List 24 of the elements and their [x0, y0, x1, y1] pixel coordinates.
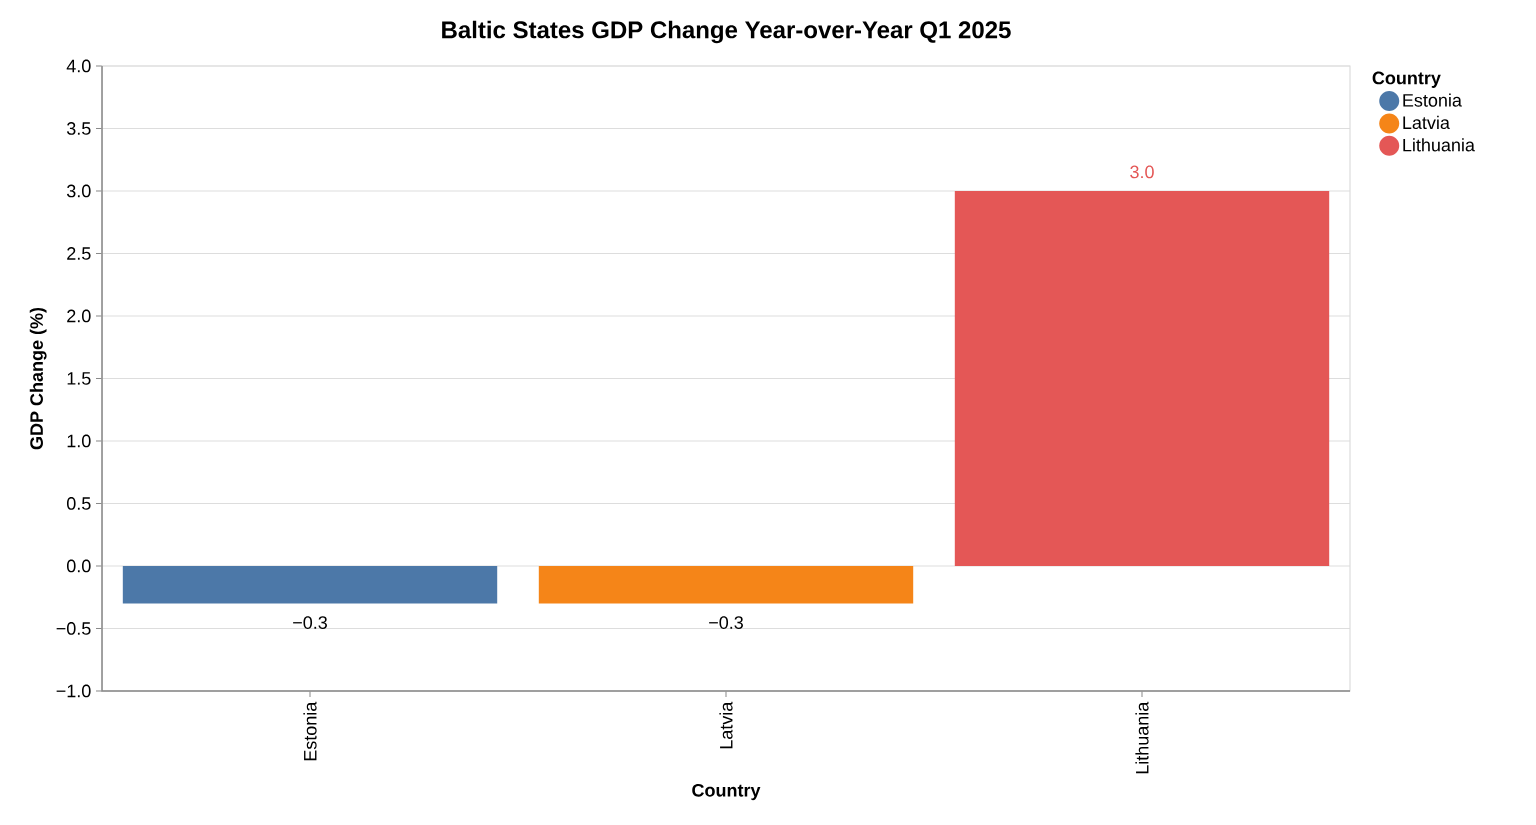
- y-tick-label: 1.5: [67, 372, 91, 385]
- legend-title: Country: [1372, 71, 1441, 88]
- x-tick-label: Estonia: [303, 701, 317, 761]
- data-label: −0.3: [293, 616, 327, 629]
- x-tick-label: Lithuania: [1135, 701, 1149, 774]
- data-label: 3.0: [1130, 165, 1154, 179]
- x-axis-title: Country: [692, 783, 761, 801]
- legend-label: Lithuania: [1403, 138, 1475, 152]
- y-tick-label: 3.0: [66, 184, 91, 198]
- y-tick-label: 4.0: [66, 59, 91, 73]
- chart-title: Baltic States GDP Change Year-over-Year Q1 2025: [442, 20, 1011, 44]
- x-tick-label: Latvia: [719, 701, 733, 749]
- y-tick-label: 2.5: [67, 247, 91, 260]
- y-tick-label: −1.0: [56, 684, 91, 698]
- y-axis-title: GDP Change (%): [29, 307, 47, 450]
- legend-label: Latvia: [1403, 115, 1450, 130]
- y-tick-label: 2.0: [67, 309, 91, 323]
- y-tick-label: 0.5: [66, 497, 91, 510]
- data-label: −0.3: [709, 616, 743, 629]
- y-tick-label: 3.5: [66, 122, 91, 135]
- y-tick-label: 1.0: [67, 434, 91, 448]
- legend-label: Estonia: [1403, 93, 1462, 107]
- y-tick-label: −0.5: [56, 622, 91, 635]
- y-tick-label: 0.0: [66, 559, 91, 573]
